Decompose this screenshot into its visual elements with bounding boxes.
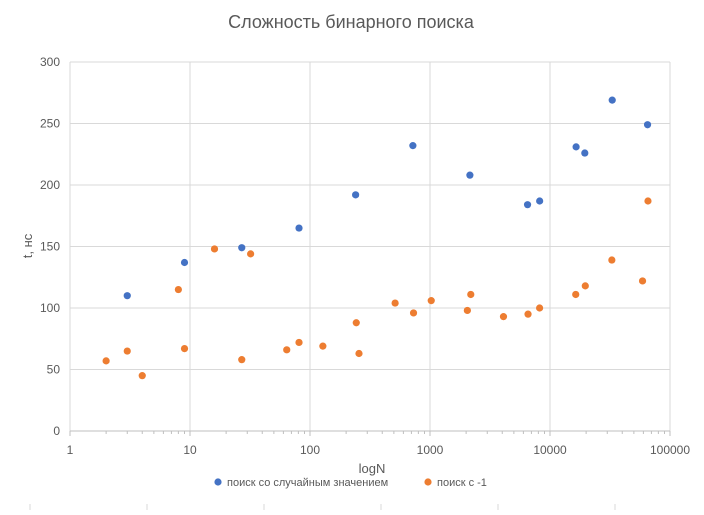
data-point [123,292,131,300]
legend: поиск со случайным значением поиск с -1 [214,477,487,489]
tick-labels: 0 50 100 150 200 250 300 1 10 100 1000 10000 100000 [40,55,690,457]
data-point [524,310,532,318]
data-point [572,143,580,151]
data-point [180,344,189,353]
x-tick-label: 100 [300,443,320,457]
data-point [608,96,616,104]
data-point [644,197,652,205]
data-point [283,346,291,354]
data-point [409,142,417,150]
data-point [463,306,471,315]
data-point [295,338,303,347]
data-point [643,121,652,129]
data-point [638,277,647,285]
x-tick-label: 10 [183,443,197,457]
legend-label: поиск с -1 [437,477,487,489]
data-point [238,244,246,252]
axes [69,430,671,436]
data-point [467,290,475,299]
data-point [499,313,508,321]
x-tick-label: 10000 [533,443,567,457]
data-point [466,171,474,179]
data-point [352,191,360,199]
legend-marker [424,478,432,486]
data-point [608,256,616,264]
y-tick-label: 150 [40,240,60,254]
y-tick-label: 200 [40,178,60,192]
legend-label: поиск со случайным значением [227,477,388,489]
series-2 [102,197,652,380]
x-tick-label: 1000 [417,443,444,457]
data-point [123,347,131,355]
gridlines [69,61,671,431]
data-point [427,297,435,305]
y-tick-label: 50 [47,363,61,377]
data-point [355,349,363,358]
data-point [295,224,303,232]
data-point [319,342,327,350]
data-point [210,245,219,253]
chart-title: Сложность бинарного поиска [228,12,475,32]
data-point [138,372,146,380]
data-point [352,319,360,327]
x-axis-label: logN [359,461,386,476]
data-point [572,290,580,299]
x-tick-label: 1 [67,443,74,457]
data-point [581,149,589,157]
data-point [180,258,189,267]
data-point [238,356,246,364]
legend-item-1: поиск со случайным значением [214,477,388,489]
series-1 [123,96,652,300]
frame-bottom-ticks [29,504,616,510]
y-tick-label: 300 [40,55,60,69]
legend-marker [214,478,222,486]
data-point [536,197,544,205]
data-point [523,201,532,209]
data-point [581,282,589,290]
data-points [102,96,652,380]
x-tick-label: 100000 [650,443,690,457]
data-point [536,304,544,312]
y-axis-label: t, нс [20,233,35,258]
y-tick-label: 0 [53,424,60,438]
data-point [247,250,255,258]
legend-item-2: поиск с -1 [424,477,487,489]
data-point [391,299,399,307]
data-point [174,285,182,294]
data-point [409,309,418,317]
y-tick-label: 250 [40,117,60,131]
y-tick-label: 100 [40,301,60,315]
data-point [102,357,110,365]
